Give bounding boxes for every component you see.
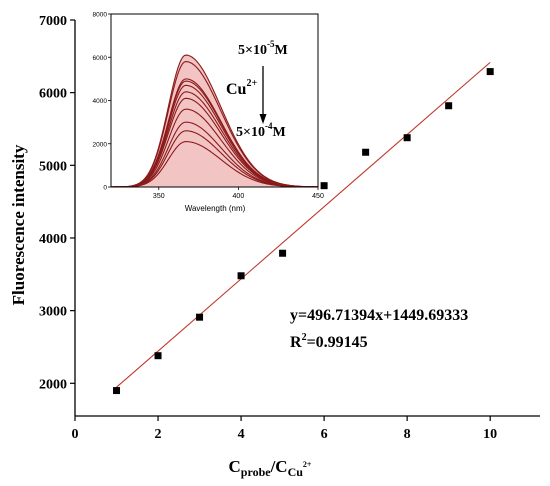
main-data-points bbox=[113, 68, 494, 395]
y-tick-label: 5000 bbox=[39, 159, 67, 174]
inset-y-tick-label: 6000 bbox=[93, 55, 108, 62]
x-tick-label: 0 bbox=[72, 427, 79, 442]
inset-x-tick-label: 450 bbox=[312, 193, 324, 200]
fit-equation: y=496.71394x+1449.69333 bbox=[290, 307, 468, 324]
inset-x-tick-label: 400 bbox=[233, 193, 245, 200]
inset-annotation-ion: Cu2+ bbox=[226, 78, 257, 98]
data-point bbox=[279, 249, 287, 257]
inset-x-axis-label: Wavelength (nm) bbox=[185, 204, 246, 213]
x-tick-label: 4 bbox=[238, 427, 245, 442]
x-axis-label: Cprobe/CCu2+ bbox=[229, 457, 312, 479]
data-point bbox=[320, 182, 328, 190]
inset-ticks: 350 400 450 0 2000 4000 6000 8000 bbox=[93, 12, 324, 201]
y-axis-label: Fluorescence intensity bbox=[9, 144, 28, 305]
y-tick-label: 7000 bbox=[39, 14, 67, 29]
inset-spectra bbox=[110, 54, 319, 188]
main-axes bbox=[74, 20, 540, 417]
inset-x-tick-label: 350 bbox=[153, 193, 165, 200]
spectrum-curve bbox=[110, 141, 318, 188]
y-tick-label: 6000 bbox=[39, 87, 67, 102]
inset-y-tick-label: 0 bbox=[103, 185, 107, 192]
inset-annotation-top: 5×10-5M bbox=[238, 39, 288, 58]
data-point bbox=[486, 68, 494, 76]
inset-y-tick-label: 2000 bbox=[93, 141, 108, 148]
data-point bbox=[403, 134, 411, 142]
data-point bbox=[237, 272, 245, 280]
data-point bbox=[196, 313, 204, 321]
x-tick-label: 10 bbox=[483, 427, 497, 442]
x-tick-label: 2 bbox=[155, 427, 162, 442]
data-point bbox=[362, 148, 370, 156]
x-tick-label: 6 bbox=[321, 427, 328, 442]
data-point bbox=[113, 387, 121, 395]
inset-y-tick-label: 4000 bbox=[93, 98, 108, 105]
y-tick-label: 4000 bbox=[39, 232, 67, 247]
data-point bbox=[445, 102, 453, 110]
regression-line bbox=[116, 61, 491, 388]
inset-arrow-icon bbox=[259, 66, 267, 124]
inset-y-tick-label: 8000 bbox=[93, 12, 108, 19]
r-squared: R2=0.99145 bbox=[290, 332, 368, 351]
y-tick-label: 2000 bbox=[39, 377, 67, 392]
y-tick-label: 3000 bbox=[39, 305, 67, 320]
main-fit-line bbox=[116, 61, 491, 388]
inset-annotation-bottom: 5×10-4M bbox=[236, 121, 286, 140]
data-point bbox=[154, 352, 162, 360]
x-tick-label: 8 bbox=[404, 427, 411, 442]
